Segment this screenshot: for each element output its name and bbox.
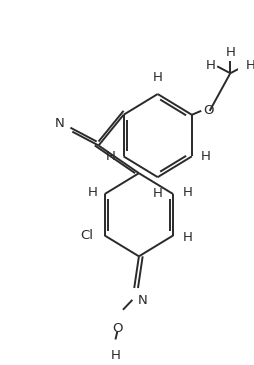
Text: H: H	[201, 150, 211, 163]
Text: H: H	[106, 150, 116, 163]
Text: H: H	[110, 349, 120, 362]
Text: H: H	[182, 185, 192, 199]
Text: H: H	[87, 185, 97, 199]
Text: H: H	[182, 231, 192, 244]
Text: H: H	[245, 59, 254, 72]
Text: O: O	[112, 322, 123, 335]
Text: H: H	[153, 71, 163, 84]
Text: H: H	[153, 187, 163, 200]
Text: H: H	[225, 46, 235, 59]
Text: N: N	[138, 294, 148, 307]
Text: O: O	[203, 104, 214, 117]
Text: H: H	[205, 59, 215, 72]
Text: Cl: Cl	[81, 229, 93, 242]
Text: N: N	[55, 117, 65, 130]
